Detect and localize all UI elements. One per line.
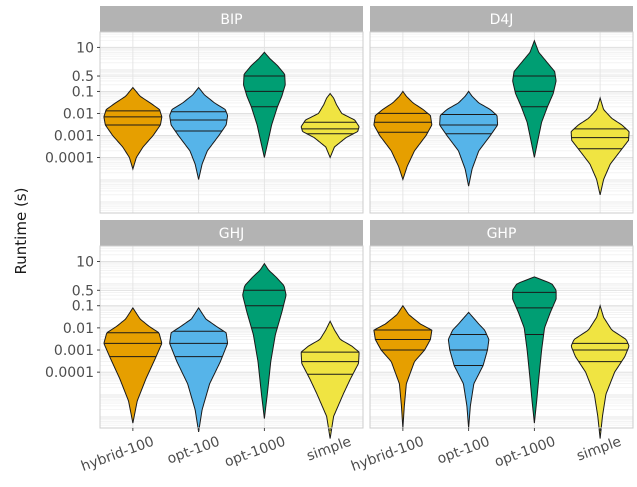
y-tick-label: 0.0001: [45, 365, 94, 381]
y-tick-label: 0.1: [72, 299, 94, 315]
facet-strip-label: BIP: [220, 12, 242, 28]
violin-simple: [300, 92, 360, 159]
violin-simple: [300, 320, 360, 439]
panel-border: [369, 245, 634, 429]
y-tick-label: 0.5: [72, 69, 94, 85]
y-tick-label: 0.5: [72, 283, 94, 299]
y-axis-title: Runtime (s): [12, 188, 30, 275]
facet-strip-label: D4J: [490, 12, 514, 28]
violin-opt-1000: [243, 51, 286, 158]
facet-panel-ghp: GHP hybrid-100 opt-100 opt-1000 simple: [349, 220, 634, 475]
x-tick-label: opt-100: [165, 434, 222, 468]
y-tick-label: 0.1: [72, 84, 94, 100]
facet-strip-label: GHJ: [219, 226, 245, 242]
y-tick-label: 0.001: [54, 343, 94, 359]
violin-opt-1000: [512, 276, 557, 424]
x-tick-label: opt-100: [435, 434, 492, 468]
violin-opt-100: [447, 311, 490, 429]
violin-opt-1000: [512, 39, 557, 158]
panel-border: [99, 245, 364, 429]
x-tick-label: simple: [575, 434, 624, 465]
violin-opt-100: [169, 86, 229, 180]
y-tick-label: 0.01: [63, 106, 94, 122]
y-tick-label: 0.01: [63, 321, 94, 337]
panel-border: [369, 31, 634, 214]
facet-panel-bip: BIP 10 0.50.1 0.01 0.001 0.0001: [45, 6, 364, 214]
facet-strip: [370, 6, 633, 32]
y-tick-label: 0.0001: [45, 150, 94, 166]
panel-border: [99, 31, 364, 214]
y-tick-label: 0.001: [54, 128, 94, 144]
violin-opt-100: [169, 306, 229, 432]
violin-hybrid-100: [373, 304, 433, 429]
x-tick-label: opt-1000: [222, 434, 287, 471]
facet-strip: [100, 220, 363, 246]
y-tick-label: 10: [76, 40, 94, 56]
facet-panel-ghj: GHJ 10 0.50.1 0.01 0.001 0.0001 hybrid-100 opt-…: [45, 220, 364, 475]
x-tick-label: opt-1000: [492, 434, 557, 471]
violin-opt-1000: [242, 262, 287, 419]
violin-hybrid-100: [103, 306, 163, 424]
x-tick-label: hybrid-100: [349, 434, 426, 475]
violin-opt-100: [439, 90, 499, 187]
violin-simple: [570, 96, 630, 195]
violin-simple: [570, 303, 630, 439]
facet-strip: [370, 220, 633, 246]
facet-strip: [100, 6, 363, 32]
x-tick-label: hybrid-100: [79, 434, 156, 475]
facet-panel-d4j: D4J: [369, 6, 634, 214]
violin-hybrid-100: [103, 86, 163, 171]
x-tick-label: simple: [305, 434, 354, 465]
facet-strip-label: GHP: [487, 226, 517, 242]
y-tick-label: 10: [76, 254, 94, 270]
